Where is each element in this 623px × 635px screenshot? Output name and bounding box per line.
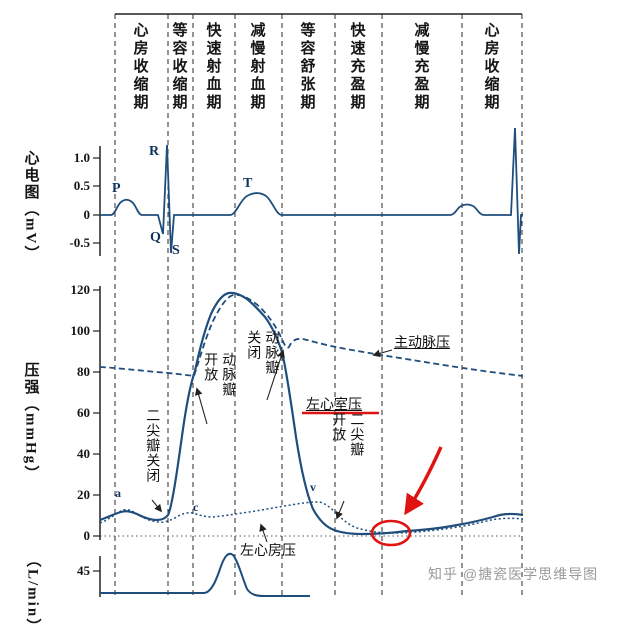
ecg-tick-4: -0.5 (69, 235, 90, 250)
phase-label-reduced-ejection: 减慢射血期 (248, 22, 265, 112)
pressure-tick-120: 120 (70, 282, 91, 297)
left-ventricular-pressure-label: 左心室压 (306, 398, 362, 413)
aortic-pressure-leader (372, 349, 393, 358)
mitral-valve-close-label: 二尖瓣关闭 (144, 408, 160, 483)
la-c-wave-label: c (193, 500, 199, 514)
phase-gridlines (114, 14, 523, 597)
pressure-tick-80: 80 (77, 364, 90, 379)
ecg-tick-2: 0.5 (73, 178, 90, 193)
pressure-panel (93, 286, 524, 540)
left-atrial-pressure-label: 左心房压 (240, 544, 296, 559)
cardiac-cycle-figure: 心房收缩期 等容收缩期 快速射血期 减慢射血期 等容舒张期 快速充盈期 减慢充盈… (22, 13, 599, 635)
red-arrow (404, 446, 443, 516)
aortic-pressure-curve (99, 293, 524, 377)
phase-label-rapid-ejection: 快速射血期 (204, 22, 221, 112)
pressure-tick-0: 0 (83, 528, 91, 543)
ecg-p-wave-label: P (112, 181, 121, 196)
ecg-panel (93, 127, 523, 256)
flow-tick-45: 45 (77, 563, 90, 578)
la-pressure-leader (259, 523, 268, 543)
pressure-tick-40: 40 (77, 446, 90, 461)
mitral-close-leader (151, 499, 163, 513)
ecg-r-wave-label: R (149, 144, 160, 159)
phase-label-rapid-filling: 快速充盈期 (348, 22, 365, 112)
ecg-trace (100, 127, 523, 255)
ecg-tick-3: 0 (83, 207, 91, 222)
ecg-axis-title: 心电图（mV） (22, 150, 39, 263)
ecg-t-wave-label: T (243, 176, 253, 191)
pressure-axis-ticks (93, 289, 100, 537)
ecg-axis-ticks (93, 157, 100, 244)
watermark: 知乎 @搪瓷医学思维导图 (428, 566, 599, 582)
red-annotations (302, 411, 443, 547)
pressure-tick-100: 100 (70, 323, 91, 338)
flow-axis-title: （L/min） (24, 552, 41, 635)
mitral-valve-open-label: 二尖瓣 开放 (330, 412, 364, 457)
phase-label-reduced-filling: 减慢充盈期 (412, 22, 429, 112)
aortic-valve-close-label: 动脉瓣 关闭 (245, 330, 279, 375)
red-circle-highlight (370, 519, 412, 547)
aortic-open-leader (194, 387, 208, 425)
label-leader-arrows (151, 349, 393, 543)
pressure-tick-20: 20 (77, 487, 90, 502)
phase-label-atrial-systole-1: 心房收缩期 (131, 22, 148, 112)
ecg-s-wave-label: S (172, 243, 180, 258)
la-a-wave-label: a (115, 486, 121, 500)
mitral-open-leader (335, 500, 345, 520)
phase-label-isovolumic-relaxation: 等容舒张期 (298, 22, 315, 112)
aortic-valve-open-label: 动脉瓣 开放 (202, 352, 236, 397)
figure-canvas (93, 13, 524, 597)
aortic-flow-curve (100, 552, 310, 597)
aortic-close-leader (266, 349, 285, 401)
la-v-wave-label: v (310, 480, 316, 494)
flow-panel (93, 552, 310, 597)
left-ventricular-pressure-curve (99, 291, 524, 536)
pressure-tick-60: 60 (77, 405, 90, 420)
phase-label-isovolumic-contraction: 等容收缩期 (170, 22, 187, 112)
pressure-axis-title: 压强（mmHg） (22, 362, 39, 483)
ecg-tick-1: 1.0 (73, 150, 90, 165)
phase-label-atrial-systole-2: 心房收缩期 (482, 22, 499, 112)
ecg-q-wave-label: Q (150, 230, 161, 245)
aortic-pressure-label: 主动脉压 (394, 336, 450, 351)
